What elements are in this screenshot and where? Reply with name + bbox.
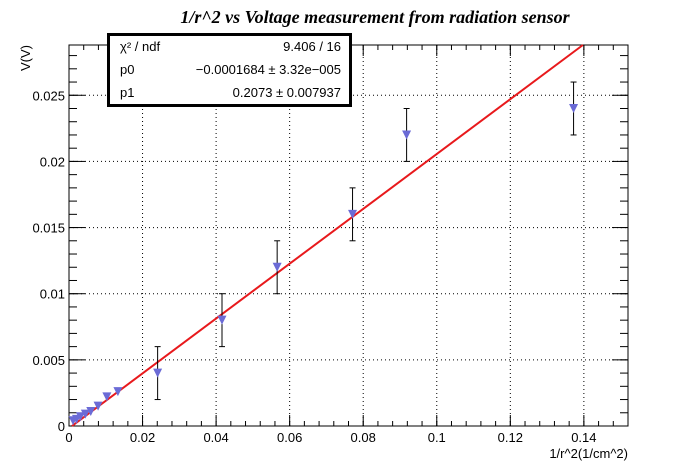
data-point [348, 209, 358, 219]
x-tick-label: 0.06 [277, 430, 302, 445]
data-point [86, 406, 96, 416]
data-point [113, 387, 123, 397]
y-tick-label: 0.02 [40, 154, 65, 169]
y-tick-label: 0.015 [32, 221, 65, 236]
data-point [569, 104, 579, 113]
x-tick-label: 0.08 [351, 430, 376, 445]
x-tick-label: 0.02 [130, 430, 155, 445]
data-point [102, 392, 112, 402]
data-point [272, 262, 282, 272]
y-tick-label: 0.01 [40, 287, 65, 302]
stats-key: p0 [120, 62, 135, 77]
y-tick-label: 0.005 [32, 353, 65, 368]
stats-key: χ² / ndf [120, 39, 161, 54]
stats-row-p1: p1 0.2073 ± 0.007937 [120, 85, 341, 107]
x-tick-label: 0 [65, 430, 72, 445]
axes: 0 0.02 0.04 0.06 0.08 0.1 0.12 0.14 0 0.005 0.01 0.… [32, 45, 629, 445]
stats-row-chi2: χ² / ndf 9.406 / 16 [120, 39, 341, 61]
stats-row-p0: p0 −0.0001684 ± 3.32e−005 [120, 62, 341, 84]
x-tick-label: 0.12 [498, 430, 523, 445]
fit-stats-box: χ² / ndf 9.406 / 16 p0 −0.0001684 ± 3.32… [107, 33, 352, 107]
y-tick-label: 0.025 [32, 88, 65, 103]
x-tick-label: 0.1 [428, 430, 446, 445]
x-axis-label: 1/r^2(1/cm^2) [549, 446, 628, 461]
stats-value: 0.2073 ± 0.007937 [232, 85, 341, 100]
data-point [93, 401, 103, 411]
data-points-layer [68, 81, 579, 426]
x-tick-label: 0.04 [203, 430, 228, 445]
y-tick-label: 0 [58, 419, 65, 434]
data-point [153, 368, 163, 378]
data-point [75, 412, 85, 422]
data-point [217, 315, 227, 325]
y-axis-label: V(V) [18, 45, 33, 71]
chart-title: 1/r^2 vs Voltage measurement from radiat… [180, 7, 570, 27]
x-tick-label: 0.14 [571, 430, 596, 445]
stats-value: 9.406 / 16 [283, 39, 341, 54]
data-point [80, 409, 90, 419]
data-point [402, 130, 412, 140]
stats-key: p1 [120, 85, 135, 100]
stats-value: −0.0001684 ± 3.32e−005 [195, 62, 341, 77]
